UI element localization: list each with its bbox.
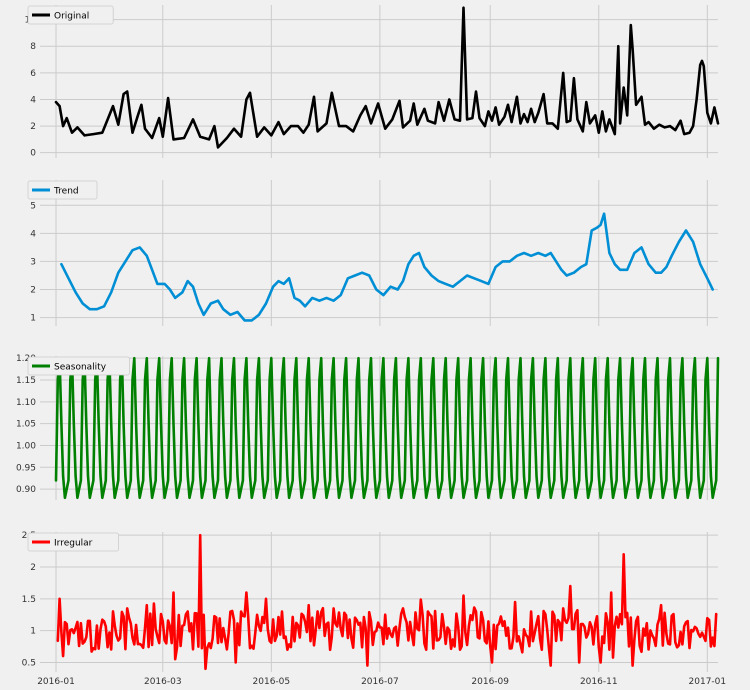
trend-ytick-label: 4 — [30, 229, 36, 239]
irregular-plot-area — [40, 532, 718, 672]
seasonality-panel: 0.90 0.95 1.00 1.05 1.10 1.15 1.20 Seasonality — [16, 354, 720, 500]
trend-ytick-label: 5 — [30, 201, 36, 211]
irregular-ytick-label: 1.5 — [22, 595, 36, 605]
seasonality-legend-box — [27, 356, 130, 376]
original-legend: Original — [27, 5, 114, 25]
trend-plot-area — [40, 180, 718, 326]
x-tick-label: 2017-01 — [689, 677, 727, 687]
irregular-series-line — [56, 533, 718, 671]
original-ytick-label: 0 — [30, 149, 36, 159]
x-tick-label: 2016-09 — [471, 677, 509, 687]
seasonality-ytick-label: 1.00 — [16, 441, 36, 451]
original-legend-box — [27, 5, 114, 25]
original-ytick-label: 6 — [30, 69, 36, 79]
irregular-legend: Irregular — [27, 532, 119, 552]
seasonality-legend-label: Seasonality — [54, 363, 107, 373]
x-tick-label: 2016-07 — [361, 677, 399, 687]
original-ytick-label: 8 — [30, 42, 36, 52]
original-panel: 0246810Original — [25, 5, 720, 159]
seasonality-series-line — [54, 356, 720, 500]
irregular-ytick-label: 2 — [30, 563, 36, 573]
x-tick-label: 2016-01 — [37, 677, 75, 687]
trend-series-line — [60, 212, 715, 322]
irregular-ytick-label: 1 — [30, 627, 36, 637]
x-tick-label: 2016-03 — [144, 677, 182, 687]
trend-ytick-label: 3 — [30, 257, 36, 267]
seasonality-ytick-label: 1.05 — [16, 420, 36, 430]
seasonality-ytick-label: 0.95 — [16, 463, 36, 473]
trend-legend-box — [27, 180, 98, 200]
trend-ytick-label: 2 — [30, 286, 36, 296]
irregular-legend-label: Irregular — [54, 539, 93, 549]
seasonality-ytick-label: 0.90 — [16, 485, 36, 495]
x-axis: 2016-01 2016-03 2016-05 2016-07 2016-09 2016-… — [37, 677, 726, 687]
seasonality-legend: Seasonality — [27, 356, 130, 376]
original-ytick-label: 4 — [30, 95, 36, 105]
trend-ytick-label: 1 — [30, 314, 36, 324]
original-legend-label: Original — [54, 12, 89, 22]
seasonality-ytick-label: 1.15 — [16, 376, 36, 386]
original-series-line — [54, 6, 720, 149]
seasonality-ytick-label: 1.20 — [16, 354, 36, 364]
x-tick-label: 2016-11 — [580, 677, 618, 687]
irregular-ytick-label: 0.5 — [22, 658, 36, 668]
irregular-panel: 0.511.522.5Irregular — [22, 531, 718, 672]
trend-legend-label: Trend — [53, 187, 79, 197]
seasonality-ytick-label: 1.10 — [16, 398, 36, 408]
x-tick-label: 2016-05 — [253, 677, 291, 687]
trend-panel: 1 2 3 4 5 Trend — [27, 180, 718, 326]
irregular-legend-box — [27, 532, 119, 552]
original-ytick-label: 2 — [30, 122, 36, 132]
trend-legend: Trend — [27, 180, 98, 200]
